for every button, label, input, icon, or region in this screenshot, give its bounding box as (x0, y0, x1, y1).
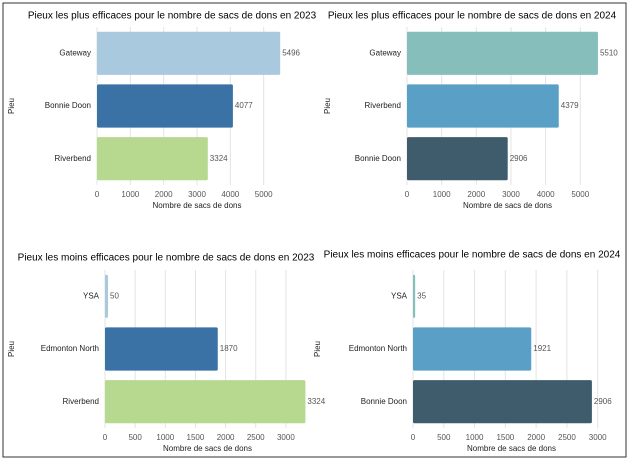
x-tick-label: 0 (405, 190, 410, 199)
value-label: 2906 (510, 154, 528, 163)
y-tick-label: Riverbend (365, 101, 401, 110)
chart-title: Pieux les plus efficaces pour le nombre … (28, 11, 317, 22)
value-label: 1870 (220, 344, 238, 353)
x-tick-label: 2000 (155, 190, 173, 199)
x-tick-label: 0 (411, 433, 416, 442)
x-tick-label: 0 (95, 190, 100, 199)
bar (413, 380, 592, 424)
value-label: 50 (110, 291, 119, 300)
x-tick-label: 4000 (221, 190, 239, 199)
x-tick-label: 0 (103, 433, 108, 442)
y-tick-label: Riverbend (63, 397, 99, 406)
x-tick-label: 500 (128, 433, 142, 442)
bar (407, 84, 559, 128)
x-tick-label: 1000 (156, 433, 174, 442)
bar (105, 274, 109, 318)
x-tick-label: 1000 (466, 433, 484, 442)
x-tick-label: 3000 (188, 190, 206, 199)
y-tick-label: Edmonton North (41, 344, 99, 353)
y-tick-label: Gateway (369, 48, 401, 57)
y-tick-label: Gateway (59, 48, 91, 57)
y-tick-label: YSA (391, 291, 408, 300)
bar (105, 327, 218, 371)
x-tick-label: 5000 (255, 190, 273, 199)
x-tick-label: 1500 (496, 433, 514, 442)
chart-title: Pieux les moins efficaces pour le nombre… (18, 253, 315, 264)
x-tick-label: 500 (437, 433, 451, 442)
value-label: 5510 (600, 48, 618, 57)
value-label: 5496 (282, 48, 300, 57)
x-axis-label: Nombre de sacs de dons (163, 444, 252, 453)
x-tick-label: 1000 (433, 190, 451, 199)
y-tick-label: Riverbend (55, 154, 91, 163)
x-tick-label: 2500 (558, 433, 576, 442)
y-axis-label: Pieu (323, 98, 332, 114)
value-label: 3324 (210, 154, 228, 163)
chart-title: Pieux les moins efficaces pour le nombre… (324, 250, 621, 261)
y-tick-label: YSA (83, 291, 100, 300)
x-tick-label: 1000 (121, 190, 139, 199)
x-tick-label: 1500 (187, 433, 205, 442)
value-label: 35 (417, 291, 426, 300)
chart-title: Pieux les plus efficaces pour le nombre … (328, 11, 617, 22)
x-tick-label: 2000 (527, 433, 545, 442)
y-tick-label: Bonnie Doon (45, 101, 91, 110)
bar (413, 327, 532, 371)
x-tick-label: 4000 (537, 190, 555, 199)
value-label: 4077 (235, 101, 253, 110)
x-axis-label: Nombre de sacs de dons (467, 444, 556, 453)
x-tick-label: 3000 (502, 190, 520, 199)
value-label: 3324 (307, 397, 325, 406)
bar (413, 274, 416, 318)
value-label: 2906 (594, 397, 612, 406)
x-tick-label: 2000 (217, 433, 235, 442)
bar (407, 31, 598, 75)
x-tick-label: 2500 (247, 433, 265, 442)
y-tick-label: Bonnie Doon (355, 154, 401, 163)
bar (105, 380, 306, 424)
y-axis-label: Pieu (7, 98, 16, 114)
x-tick-label: 3000 (277, 433, 295, 442)
y-tick-label: Bonnie Doon (361, 397, 407, 406)
bar (97, 84, 233, 128)
bar (97, 137, 208, 181)
y-axis-label: Pieu (313, 341, 322, 357)
bar (97, 31, 281, 75)
value-label: 1921 (533, 344, 551, 353)
y-tick-label: Edmonton North (349, 344, 407, 353)
x-tick-label: 2000 (467, 190, 485, 199)
y-axis-label: Pieu (7, 341, 16, 357)
bar (407, 137, 508, 181)
value-label: 4379 (561, 101, 579, 110)
x-axis-label: Nombre de sacs de dons (463, 201, 552, 210)
x-tick-label: 3000 (589, 433, 607, 442)
x-axis-label: Nombre de sacs de dons (153, 201, 242, 210)
x-tick-label: 5000 (571, 190, 589, 199)
